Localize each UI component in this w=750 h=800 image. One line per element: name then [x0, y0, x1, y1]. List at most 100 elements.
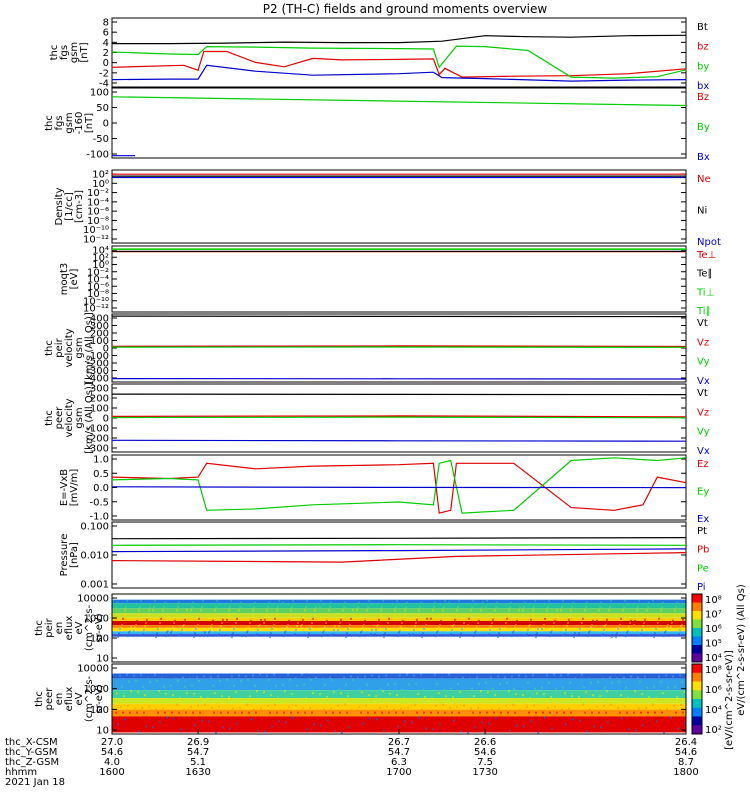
spectrogram-speck [185, 711, 187, 714]
spectrogram-speck [266, 674, 268, 677]
spectrogram-speck [125, 701, 127, 704]
spectrogram-speck [186, 609, 188, 612]
spectrogram-speck [339, 621, 341, 624]
spectrogram-speck [608, 609, 610, 612]
spectrogram-speck [523, 725, 525, 728]
spectrogram-speck [257, 729, 259, 732]
spectrogram-speck [562, 599, 564, 602]
spectrogram-speck [396, 694, 398, 697]
legend: Bt bz by bx [697, 22, 709, 92]
spectrogram-speck [217, 675, 219, 678]
spectrogram-speck [660, 680, 662, 683]
spectrogram-speck [671, 701, 673, 704]
spectrogram-speck [599, 695, 601, 698]
y-tick-label: 10² [92, 253, 109, 264]
spectrogram-speck [592, 694, 594, 697]
spectrogram-speck [670, 716, 672, 719]
spectrogram-speck [148, 609, 150, 612]
spectrogram-speck [590, 681, 592, 684]
spectrogram-speck [180, 728, 182, 731]
spectrogram-speck [147, 677, 149, 680]
spectrogram-speck [400, 707, 402, 710]
spectrogram-speck [468, 617, 470, 620]
spectrogram-speck [480, 690, 482, 693]
spectrogram-speck [583, 616, 585, 619]
legend-entry: Ti∥ [696, 306, 711, 317]
spectrogram-speck [136, 711, 138, 714]
spectrogram-speck [637, 676, 639, 679]
spectrogram-speck [606, 690, 608, 693]
spectrogram-speck [311, 621, 313, 624]
spectrogram-speck [672, 675, 674, 678]
spectrogram-speck [125, 606, 127, 609]
spectrogram-speck [485, 681, 487, 684]
spectrogram-speck [160, 617, 162, 620]
spectrogram-speck [148, 705, 150, 708]
spectrogram-speck [363, 623, 365, 626]
y-tick-label: 10⁰ [92, 260, 109, 271]
spectrogram-speck [667, 686, 669, 689]
spectrogram-speck [509, 606, 511, 609]
spectrogram-speck [349, 623, 351, 626]
spectrogram-speck [301, 673, 303, 676]
spectrogram-speck [515, 693, 517, 696]
spectrogram-speck [379, 614, 381, 617]
spectrogram-speck [203, 635, 205, 638]
y-tick-label: -100 [86, 150, 109, 161]
legend-entry: Bx [697, 152, 710, 163]
spectrogram-speck [531, 701, 533, 704]
spectrogram-speck [562, 686, 564, 689]
spectrogram-speck [293, 634, 295, 637]
spectrogram-speck [159, 621, 161, 624]
spectrogram-speck [124, 718, 126, 721]
y-axis: 10000 1000 100 10 [77, 664, 686, 737]
spectrogram-speck [454, 618, 456, 621]
spectrogram-speck [352, 609, 354, 612]
spectrogram-speck [284, 631, 286, 634]
colorbar-segment [692, 699, 702, 709]
series-line-by [111, 45, 687, 79]
spectrogram-speck [127, 635, 129, 638]
colorbar-frame [691, 663, 703, 735]
spectrogram-speck [452, 696, 454, 699]
spectrogram-speck [519, 606, 521, 609]
spectrogram-speck [513, 687, 515, 690]
y-axis: 10000 1000 100 10 [77, 594, 686, 665]
spectrogram-speck [327, 616, 329, 619]
spectrogram-speck [584, 711, 586, 714]
spectrogram-speck [394, 682, 396, 685]
spectrogram-speck [312, 692, 314, 695]
spectrogram-speck [619, 711, 621, 714]
spectrogram-speck [241, 711, 243, 714]
spectrogram-speck [388, 711, 390, 714]
spectrogram-speck [402, 711, 404, 714]
spectrogram-speck [326, 619, 328, 622]
y-tick-label: 10⁻² [87, 267, 109, 278]
spectrogram-speck [460, 730, 462, 733]
spectrogram-speck [223, 701, 225, 704]
spectrogram-speck [356, 609, 358, 612]
spectrogram-speck [628, 626, 630, 629]
spectrogram-band [112, 599, 686, 604]
y-axis-label: moqt3 [59, 263, 70, 296]
colorbar-segment [692, 636, 702, 646]
spectrogram-speck [495, 606, 497, 609]
spectrogram-speck [417, 616, 419, 619]
spectrogram-speck [145, 725, 147, 728]
spectrogram-speck [541, 686, 543, 689]
spectrogram-speck [366, 683, 368, 686]
spectrogram-speck [241, 635, 243, 638]
spectrogram-speck [260, 618, 262, 621]
x-tick-label: 1600 [99, 767, 124, 778]
spectrogram-speck [599, 606, 601, 609]
spectrogram-speck [435, 635, 437, 638]
spectrogram-speck [526, 705, 528, 708]
spectrogram-speck [494, 609, 496, 612]
spectrogram-speck [560, 674, 562, 677]
spectrogram-speck [288, 705, 290, 708]
y-axis-label: [nT] [84, 113, 95, 133]
spectrogram-speck [257, 628, 259, 631]
spectrogram-speck [235, 691, 237, 694]
